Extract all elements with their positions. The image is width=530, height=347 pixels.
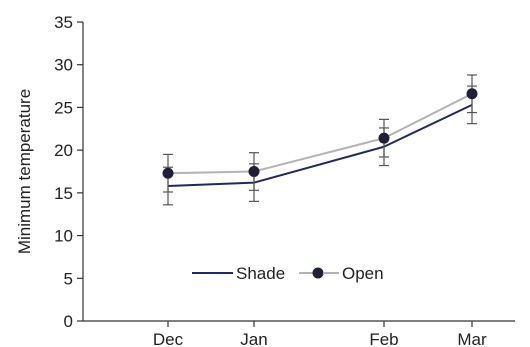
data-point-open	[248, 166, 260, 177]
x-tick-label: Jan	[240, 330, 267, 347]
data-point-open	[378, 132, 390, 144]
data-point-open	[466, 88, 478, 100]
series-line-open	[167, 92, 473, 175]
x-tick-label: Dec	[153, 330, 184, 347]
axes	[77, 21, 515, 327]
legend: Shade Open	[192, 264, 384, 283]
y-tick-label: 25	[54, 98, 73, 117]
data-point-open	[162, 167, 174, 179]
y-tick-label: 35	[54, 13, 73, 32]
tick-labels: 0 5 10 15 20 25 30 35 Dec Jan Feb Mar	[54, 13, 487, 347]
y-tick-label: 15	[54, 184, 73, 203]
x-tick-label: Feb	[369, 330, 398, 347]
x-tick-label: Mar	[457, 330, 487, 347]
legend-open-label: Open	[342, 264, 384, 283]
legend-shade-label: Shade	[236, 264, 285, 283]
y-tick-label: 30	[54, 56, 73, 75]
y-axis-label: Minimum temperature	[15, 89, 34, 254]
series-open	[162, 74, 478, 193]
series-shade	[163, 85, 477, 206]
legend-open-marker	[312, 267, 324, 279]
series-line-shade	[167, 103, 473, 188]
y-tick-label: 10	[54, 227, 73, 246]
y-tick-label: 5	[64, 269, 73, 288]
y-tick-label: 20	[54, 141, 73, 160]
y-tick-label: 0	[64, 312, 73, 331]
